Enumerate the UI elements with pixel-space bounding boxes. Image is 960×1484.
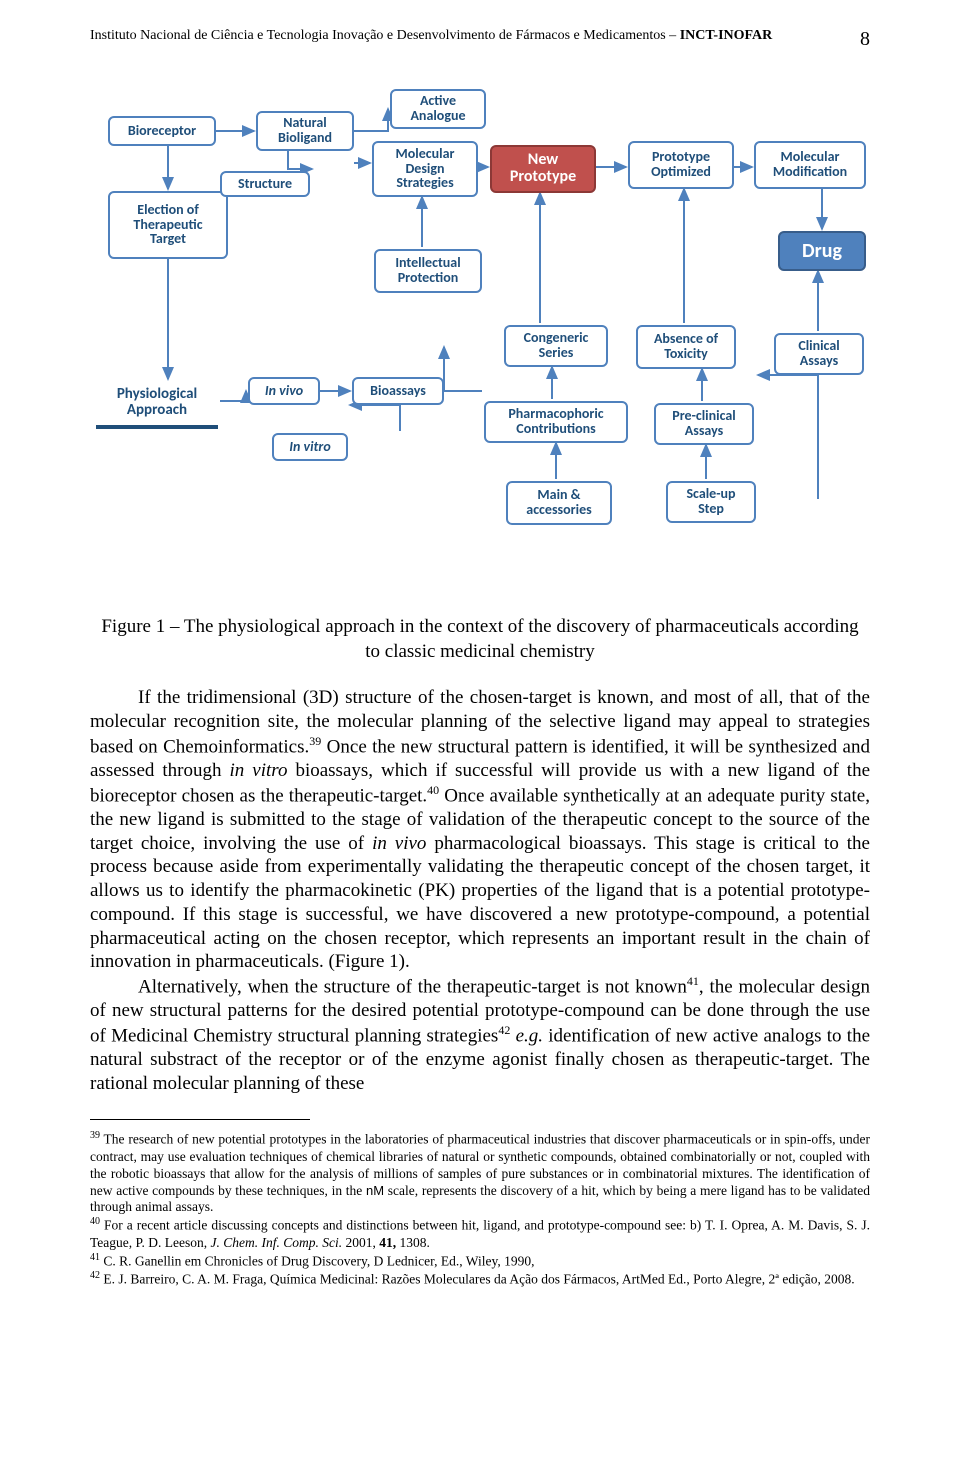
body-paragraph-2: Alternatively, when the structure of the… [90, 974, 870, 1095]
footnote-40: 40 For a recent article discussing conce… [90, 1216, 870, 1251]
flowchart-node-clinical: Clinical Assays [774, 333, 864, 375]
flowchart-node-abstox: Absence of Toxicity [636, 325, 736, 369]
figure-1-flowchart: Bioreceptor Election of Therapeutic Targe… [90, 71, 870, 591]
caption-line-2: to classic medicinal chemistry [365, 641, 595, 662]
flowchart-node-active: Active Analogue [390, 89, 486, 129]
footnote-42: 42 E. J. Barreiro, C. A. M. Fraga, Quími… [90, 1270, 870, 1288]
footnote-41: 41 C. R. Ganellin em Chronicles of Drug … [90, 1252, 870, 1270]
page-header: Instituto Nacional de Ciência e Tecnolog… [90, 28, 870, 51]
page-number: 8 [840, 28, 870, 51]
flowchart-node-main: Main & accessories [506, 481, 612, 525]
footnotes-divider [90, 1119, 310, 1120]
flowchart-node-bioassays: Bioassays [352, 377, 444, 405]
flowchart-node-newproto: New Prototype [490, 145, 596, 193]
body-paragraph-1: If the tridimensional (3D) structure of … [90, 686, 870, 974]
flowchart-node-mds: Molecular Design Strategies [372, 141, 478, 197]
flowchart-node-bioreceptor: Bioreceptor [108, 116, 216, 146]
flowchart-node-invitro: In vitro [272, 433, 348, 461]
flowchart-node-ip: Intellectual Protection [374, 249, 482, 293]
flowchart-node-drug: Drug [778, 231, 866, 271]
flowchart-node-scaleup: Scale-up Step [666, 481, 756, 523]
flowchart-canvas: Bioreceptor Election of Therapeutic Targe… [90, 71, 870, 591]
caption-line-1: Figure 1 – The physiological approach in… [101, 616, 858, 637]
flowchart-node-preclin: Pre-clinical Assays [654, 403, 754, 445]
footnote-39: 39 The research of new potential prototy… [90, 1130, 870, 1216]
flowchart-node-natural: Natural Bioligand [256, 111, 354, 151]
flowchart-node-invivo: In vivo [248, 377, 320, 405]
flowchart-node-structure: Structure [220, 171, 310, 197]
flowchart-node-election: Election of Therapeutic Target [108, 191, 228, 259]
header-title: Instituto Nacional de Ciência e Tecnolog… [90, 28, 840, 44]
flowchart-node-congeneric: Congeneric Series [504, 325, 608, 367]
flowchart-node-phys: Physiological Approach [96, 381, 218, 425]
flowchart-node-pharmaco: Pharmacophoric Contributions [484, 401, 628, 443]
flowchart-node-protoopt: Prototype Optimized [628, 141, 734, 189]
header-title-bold: INCT-INOFAR [680, 28, 773, 43]
header-title-text: Instituto Nacional de Ciência e Tecnolog… [90, 28, 680, 43]
figure-caption: Figure 1 – The physiological approach in… [90, 615, 870, 664]
footnotes: 39 The research of new potential prototy… [90, 1130, 870, 1288]
flowchart-node-molmod: Molecular Modification [754, 141, 866, 189]
body-text: If the tridimensional (3D) structure of … [90, 686, 870, 1095]
